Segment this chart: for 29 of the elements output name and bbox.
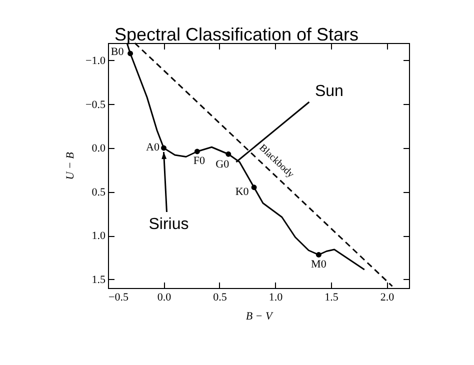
x-tick-label: 2.0 <box>380 292 395 304</box>
point <box>316 252 322 258</box>
y-tick-label: 0.5 <box>92 186 106 198</box>
annotation: F0 <box>193 155 206 168</box>
x-tick-label: 0.0 <box>157 292 172 304</box>
point <box>251 184 257 190</box>
y-tick-label: −0.5 <box>86 98 106 111</box>
annotation: Sun <box>314 83 344 100</box>
annotation: K0 <box>235 186 250 198</box>
x-tick-label: 1.0 <box>268 292 284 304</box>
annotation: Sirius <box>148 216 189 234</box>
point <box>128 50 134 56</box>
x-axis-title: B − V <box>246 310 274 322</box>
x-tick-label: −0.5 <box>108 292 129 304</box>
chart-title: Spectral Classification of Stars <box>114 24 359 44</box>
annotation: A0 <box>146 142 160 154</box>
annotation: G0 <box>216 158 230 171</box>
x-tick-label: 0.5 <box>213 292 228 304</box>
point <box>194 148 200 154</box>
annotation: B0 <box>110 46 124 58</box>
x-tick-label: 1.5 <box>324 292 339 304</box>
point <box>161 145 166 151</box>
y-tick-label: 0.0 <box>92 142 106 154</box>
point <box>226 151 232 157</box>
y-axis-title: U − B <box>64 152 77 180</box>
y-tick-label: 1.5 <box>92 274 106 286</box>
y-tick-label: 1.0 <box>92 230 106 242</box>
y-tick-label: −1.0 <box>86 55 106 67</box>
annotation: M0 <box>311 258 327 270</box>
